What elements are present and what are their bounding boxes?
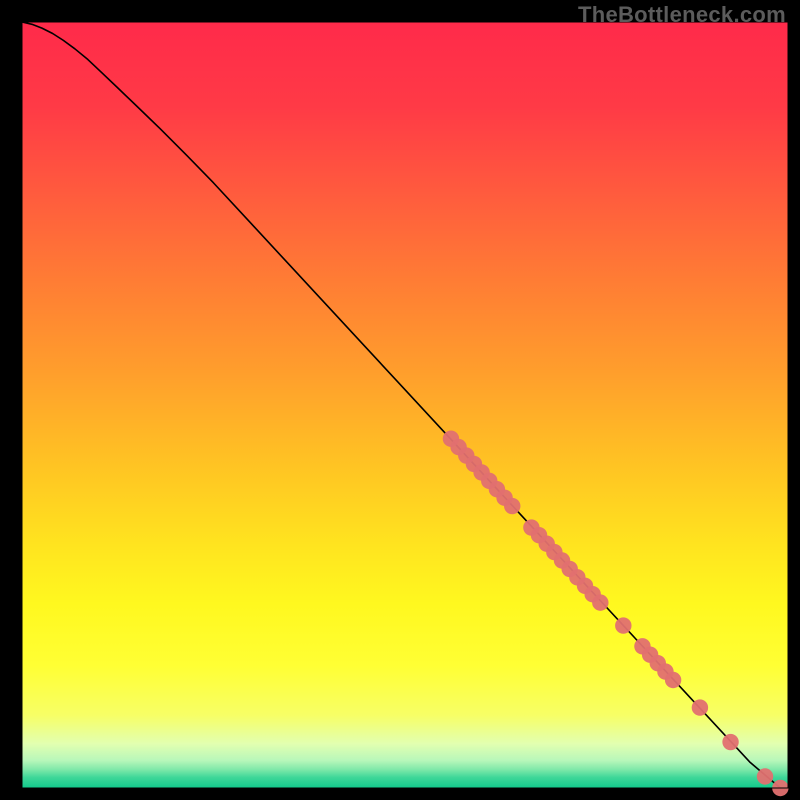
marker-point <box>692 699 708 715</box>
marker-point <box>722 734 738 750</box>
bottleneck-chart <box>0 0 800 800</box>
marker-point <box>665 672 681 688</box>
marker-point <box>757 768 773 784</box>
watermark-text: TheBottleneck.com <box>578 2 786 28</box>
marker-point <box>615 617 631 633</box>
marker-point <box>504 498 520 514</box>
chart-stage: TheBottleneck.com <box>0 0 800 800</box>
marker-point <box>592 594 608 610</box>
